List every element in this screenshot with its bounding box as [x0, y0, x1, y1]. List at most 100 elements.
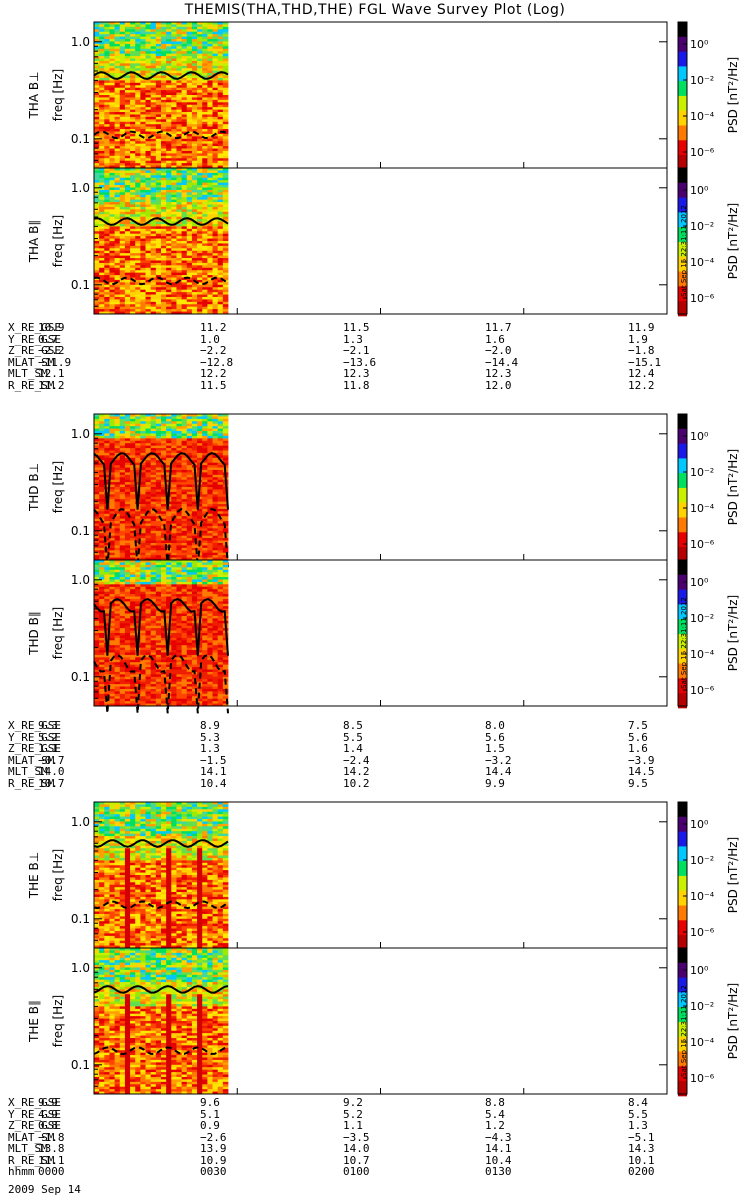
- heatmap-cell: [145, 504, 152, 507]
- heatmap-cell: [135, 484, 141, 488]
- heatmap-cell: [124, 170, 131, 174]
- heatmap-cell: [171, 153, 177, 157]
- heatmap-cell: [104, 31, 110, 35]
- heatmap-cell: [109, 97, 116, 101]
- heatmap-cell: [176, 34, 183, 37]
- heatmap-cell: [104, 172, 110, 176]
- heatmap-cell: [135, 421, 141, 425]
- heatmap-cell: [145, 206, 152, 210]
- heatmap-cell: [109, 545, 116, 549]
- heatmap-cell: [161, 231, 167, 235]
- heatmap-cell: [114, 90, 121, 93]
- heatmap-cell: [114, 231, 121, 235]
- heatmap-cell: [212, 48, 219, 52]
- heatmap-cell: [155, 53, 162, 57]
- heatmap-cell: [150, 58, 157, 62]
- heatmap-cell: [217, 511, 224, 515]
- heatmap-cell: [161, 39, 167, 42]
- heatmap-cell: [171, 311, 177, 315]
- heatmap-cell: [155, 90, 162, 93]
- heatmap-cell: [207, 116, 213, 120]
- heatmap-cell: [135, 119, 141, 123]
- heatmap-cell: [222, 216, 229, 220]
- heatmap-cell: [94, 175, 100, 179]
- heatmap-cell: [155, 206, 162, 210]
- heatmap-cell: [171, 460, 177, 464]
- colorbar-cell: [678, 487, 687, 491]
- heatmap-cell: [94, 116, 100, 120]
- heatmap-cell: [130, 309, 136, 312]
- heatmap-cell: [140, 465, 146, 468]
- heatmap-cell: [145, 92, 152, 96]
- heatmap-cell: [186, 435, 193, 439]
- heatmap-cell: [197, 185, 203, 188]
- heatmap-cell: [176, 306, 183, 310]
- heatmap-cell: [145, 168, 152, 171]
- colorbar-cell: [678, 173, 687, 176]
- heatmap-cell: [145, 104, 152, 108]
- colorbar-cell: [678, 184, 687, 187]
- heatmap-cell: [104, 77, 110, 81]
- heatmap-cell: [135, 182, 141, 186]
- heatmap-cell: [99, 530, 105, 534]
- heatmap-cell: [114, 26, 121, 30]
- heatmap-cell: [150, 70, 157, 74]
- heatmap-cell: [176, 75, 183, 79]
- heatmap-cell: [99, 90, 105, 93]
- colorbar-cell: [678, 258, 687, 261]
- heatmap-cell: [135, 418, 141, 422]
- heatmap-cell: [124, 150, 131, 154]
- heatmap-cell: [145, 165, 152, 169]
- heatmap-cell: [186, 448, 193, 451]
- heatmap-cell: [130, 487, 136, 490]
- heatmap-cell: [145, 58, 152, 62]
- heatmap-cell: [212, 426, 219, 429]
- colorbar-cell: [678, 269, 687, 272]
- heatmap-cell: [140, 279, 146, 283]
- heatmap-cell: [119, 238, 126, 242]
- heatmap-cell: [140, 168, 146, 171]
- heatmap-cell: [191, 36, 198, 40]
- heatmap-cell: [207, 555, 213, 558]
- heatmap-cell: [119, 65, 126, 69]
- heatmap-cell: [207, 150, 213, 154]
- heatmap-cell: [94, 465, 100, 468]
- heatmap-cell: [186, 138, 193, 142]
- heatmap-cell: [197, 209, 203, 213]
- colorbar-cell: [678, 107, 687, 110]
- heatmap-cell: [155, 494, 162, 498]
- heatmap-cell: [212, 311, 219, 315]
- heatmap-cell: [197, 22, 203, 25]
- heatmap-cell: [207, 104, 213, 108]
- heatmap-cell: [222, 445, 229, 449]
- heatmap-cell: [119, 192, 126, 196]
- heatmap-cell: [150, 243, 157, 247]
- heatmap-cell: [176, 309, 183, 312]
- heatmap-cell: [150, 175, 157, 179]
- heatmap-cell: [171, 143, 177, 147]
- heatmap-cell: [197, 511, 203, 515]
- heatmap-cell: [212, 85, 219, 89]
- heatmap-cell: [114, 275, 121, 278]
- heatmap-cell: [191, 216, 198, 220]
- heatmap-cell: [109, 482, 116, 485]
- heatmap-cell: [150, 114, 157, 118]
- heatmap-cell: [114, 253, 121, 256]
- heatmap-cell: [135, 39, 141, 42]
- heatmap-cell: [186, 445, 193, 449]
- heatmap-cell: [119, 292, 126, 295]
- heatmap-cell: [222, 450, 229, 454]
- heatmap-cell: [207, 199, 213, 203]
- heatmap-cell: [217, 455, 224, 459]
- colorbar-cell: [678, 469, 687, 472]
- heatmap-cell: [99, 143, 105, 147]
- heatmap-cell: [207, 306, 213, 310]
- heatmap-cell: [217, 146, 224, 149]
- heatmap-cell: [155, 158, 162, 162]
- heatmap-cell: [161, 24, 167, 28]
- heatmap-cell: [104, 258, 110, 261]
- heatmap-cell: [166, 523, 172, 527]
- heatmap-cell: [181, 262, 188, 266]
- heatmap-cell: [104, 296, 110, 300]
- colorbar-cell: [678, 460, 687, 463]
